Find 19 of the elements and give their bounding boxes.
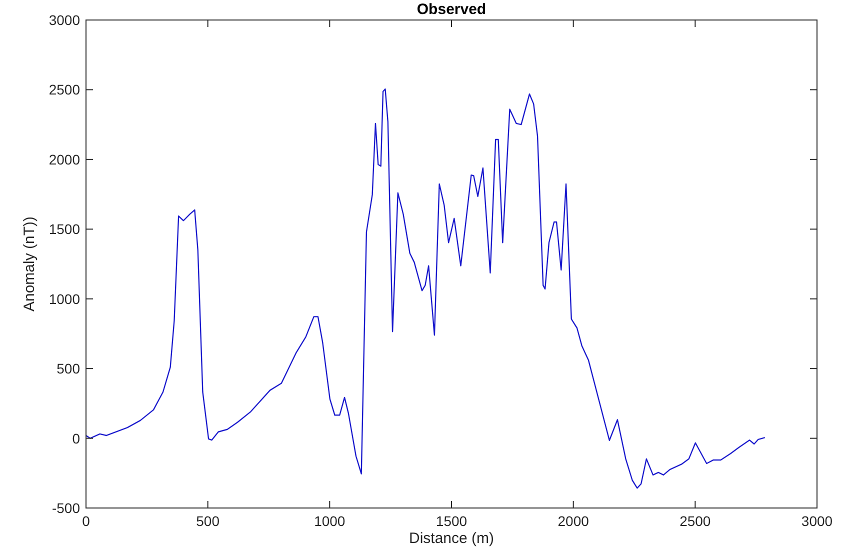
y-tick-label: 0 — [72, 430, 80, 446]
y-tick-label: 1000 — [48, 290, 80, 307]
x-tick-label: 0 — [82, 513, 90, 529]
x-tick-label: 1000 — [314, 513, 346, 529]
y-tick-label: 2000 — [48, 151, 80, 168]
x-axis-title: Distance (m) — [408, 530, 494, 547]
x-tick-label: 2000 — [558, 513, 590, 529]
x-tick-label: 500 — [196, 513, 220, 529]
y-axis-title: Anomaly (nT)) — [21, 216, 38, 312]
y-tick-label: -500 — [52, 500, 80, 516]
line-series — [85, 88, 766, 489]
y-tick-label: 2500 — [48, 82, 80, 98]
y-tick-label: 1500 — [48, 221, 80, 238]
y-tick-label: 500 — [56, 360, 80, 377]
x-tick-label: 3000 — [801, 513, 833, 529]
chart-title: Observed — [416, 1, 486, 18]
y-tick-label: 3000 — [48, 12, 80, 28]
x-tick-label: 1500 — [436, 513, 468, 529]
x-tick-label: 2500 — [680, 513, 711, 529]
